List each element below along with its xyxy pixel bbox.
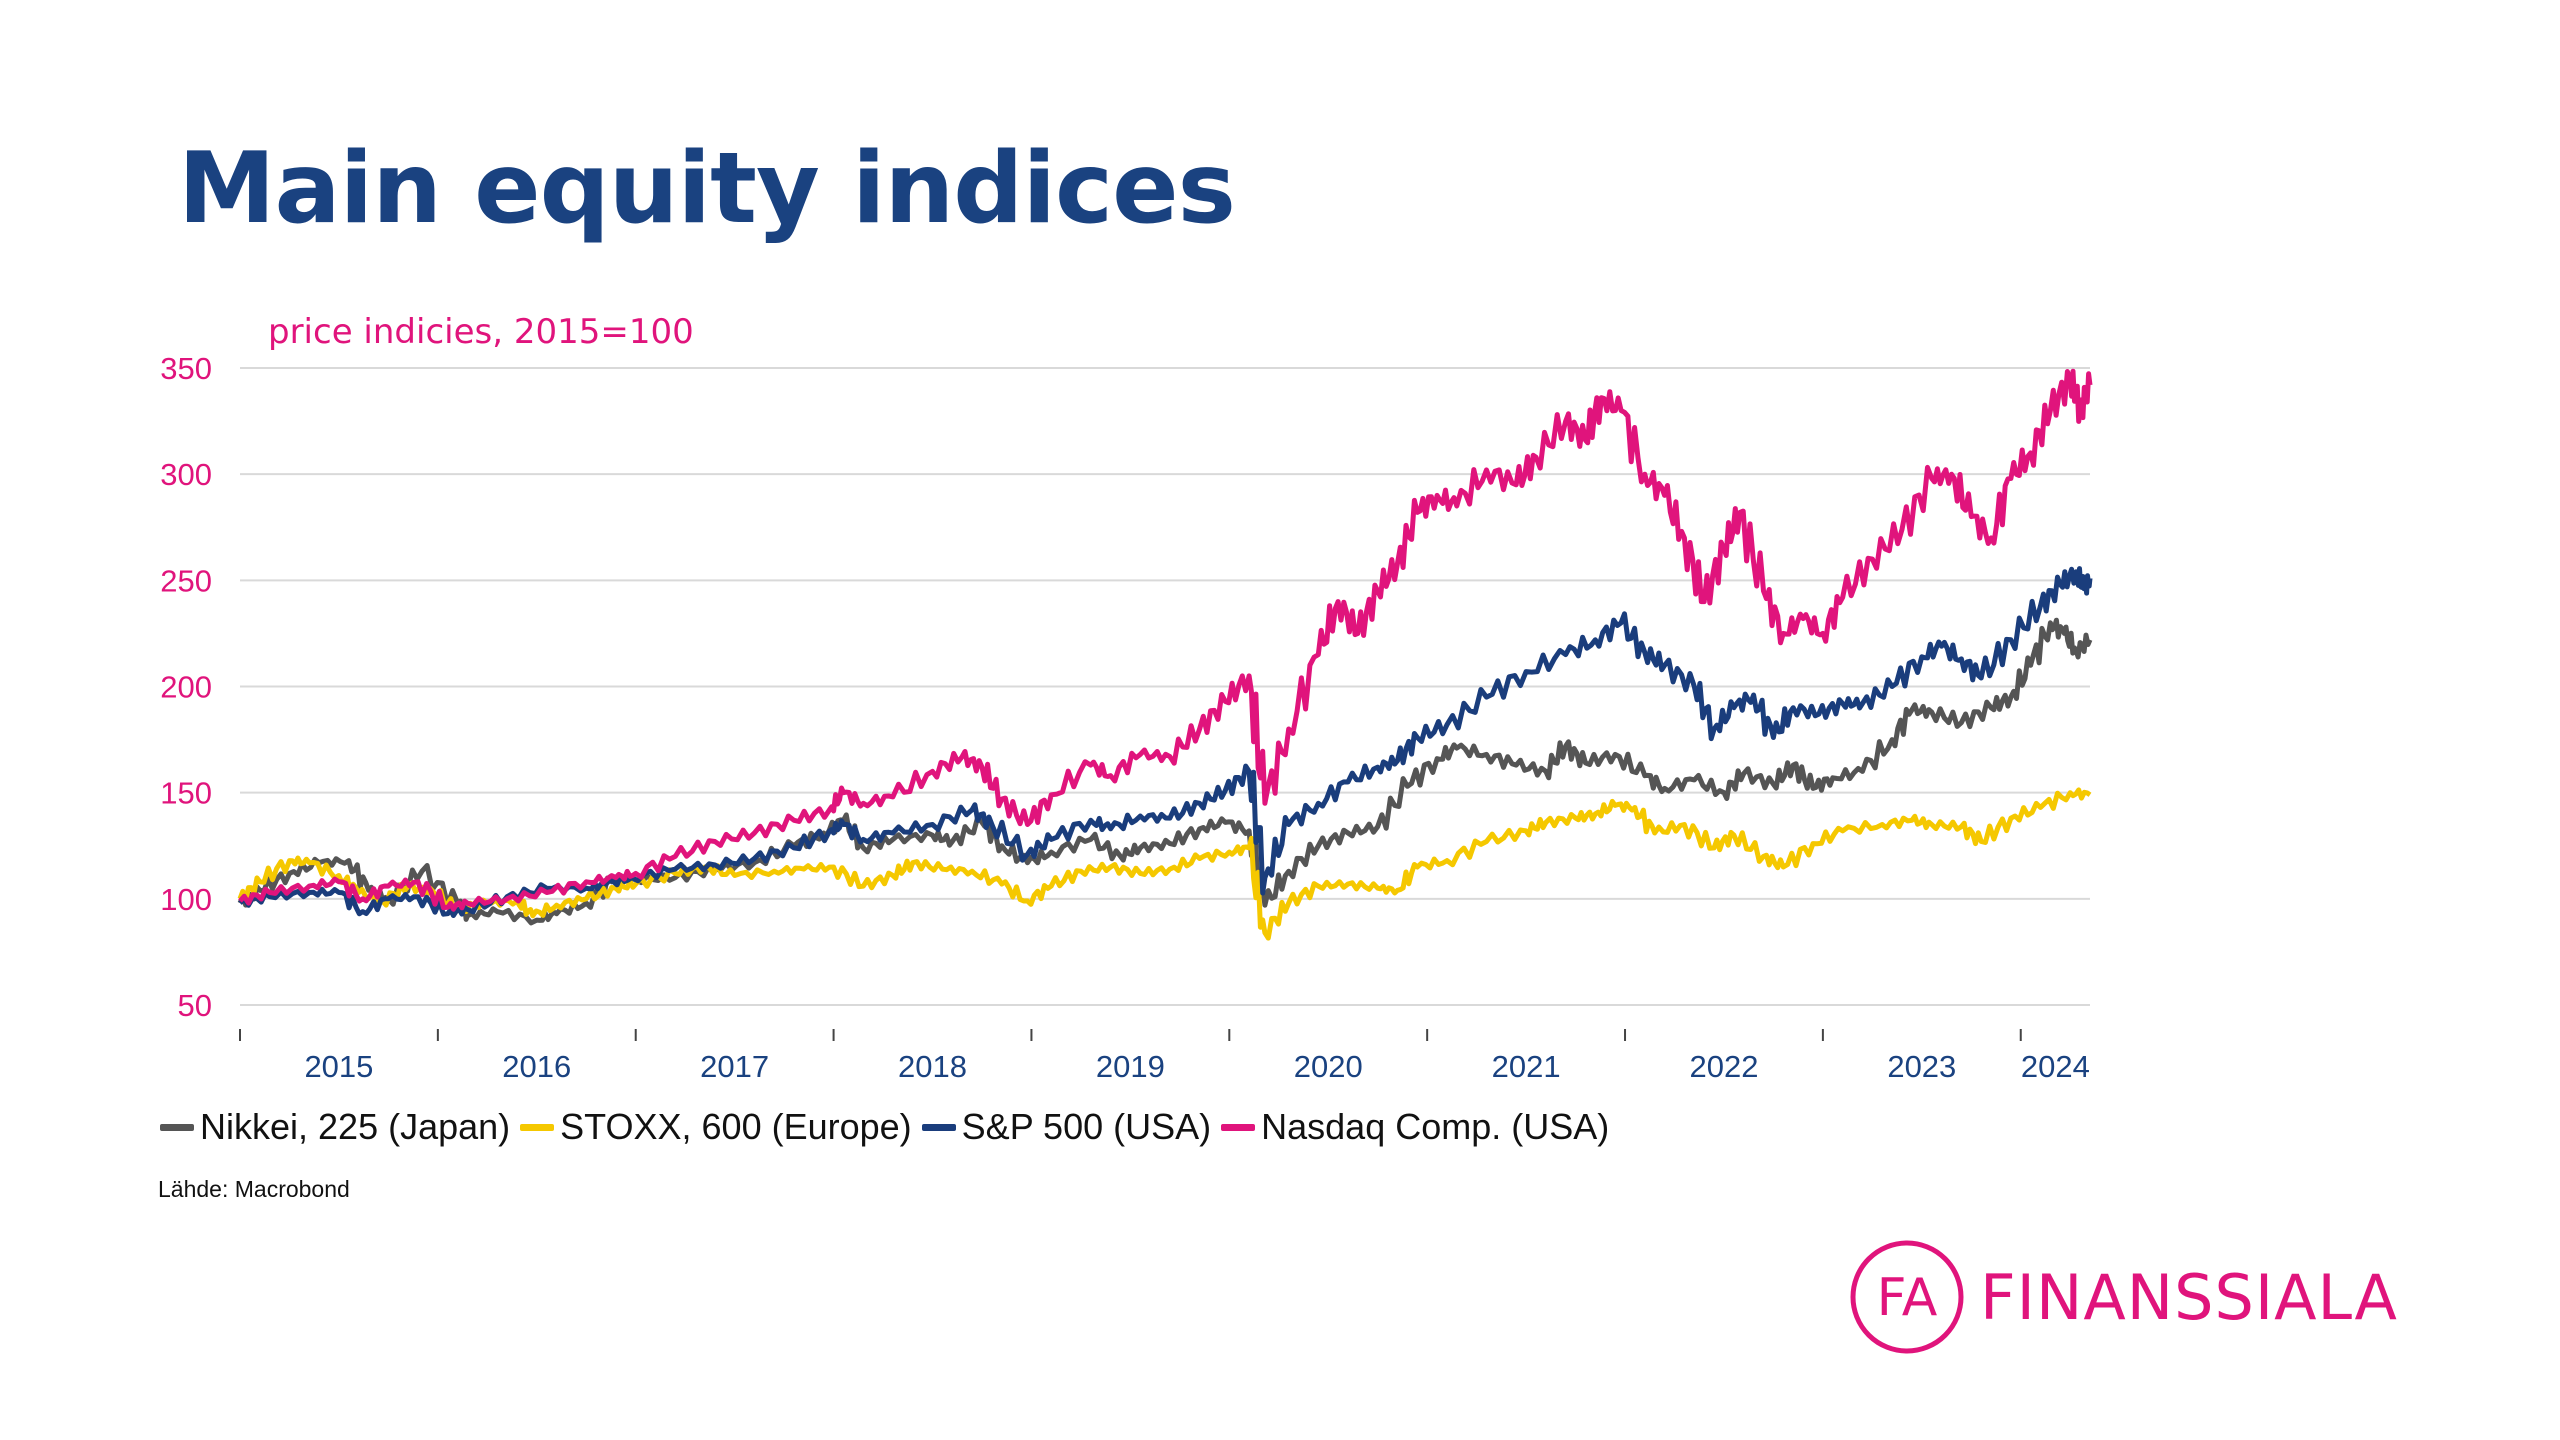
chart-subtitle: price indicies, 2015=100 [268,312,694,352]
y-tick-label: 200 [160,670,212,705]
series-line [238,368,2093,912]
series-line [238,566,2093,918]
x-tick-label: 2022 [1689,1049,1758,1084]
legend-swatch [1221,1123,1256,1131]
legend-label: Nasdaq Comp. (USA) [1261,1106,1610,1147]
svg-text:FA: FA [1877,1268,1938,1328]
legend-item: Nikkei, 225 (Japan) [160,1106,510,1148]
legend-item: S&P 500 (USA) [921,1106,1212,1148]
x-tick-label: 2021 [1492,1049,1561,1084]
y-tick-label: 50 [178,988,212,1023]
x-tick-label: 2016 [502,1049,571,1084]
chart-series [237,368,2093,941]
slide-title: Main equity indices [178,132,1236,246]
finanssiala-logo: FA FINANSSIALA [1848,1238,2398,1356]
legend-swatch [520,1123,555,1131]
series-line [237,787,2092,941]
x-tick-label: 2019 [1096,1049,1165,1084]
y-tick-label: 300 [160,457,212,492]
y-tick-label: 150 [160,776,212,811]
legend-label: S&P 500 (USA) [961,1106,1212,1147]
x-tick-label: 2015 [304,1049,373,1084]
y-axis: 50 100 150 200 250 300 350 [160,351,212,1023]
legend-label: STOXX, 600 (Europe) [560,1106,912,1147]
source-note: Lähde: Macrobond [158,1176,350,1202]
legend-item: STOXX, 600 (Europe) [520,1106,912,1148]
legend-swatch [921,1123,956,1131]
legend-label: Nikkei, 225 (Japan) [200,1106,511,1147]
y-tick-label: 350 [160,351,212,386]
chart-legend: Nikkei, 225 (Japan) STOXX, 600 (Europe) S&… [160,1106,1619,1148]
y-tick-label: 250 [160,563,212,598]
chart-gridlines [240,367,2090,1006]
x-tick-label: 2023 [1887,1049,1956,1084]
x-tick-label: 2024 [2021,1049,2090,1084]
series-line [237,617,2093,926]
x-tick-label: 2018 [898,1049,967,1084]
x-tick-label: 2017 [700,1049,769,1084]
logo-text: FINANSSIALA [1980,1260,2398,1334]
legend-item: Nasdaq Comp. (USA) [1221,1106,1609,1148]
x-tick-label: 2020 [1294,1049,1363,1084]
fa-monogram-icon: FA [1850,1240,1964,1354]
legend-swatch [160,1123,194,1131]
y-tick-label: 100 [160,882,212,917]
x-axis: 2015 2016 2017 2018 2019 2020 2021 2022 2023 2024 [239,1029,2090,1084]
